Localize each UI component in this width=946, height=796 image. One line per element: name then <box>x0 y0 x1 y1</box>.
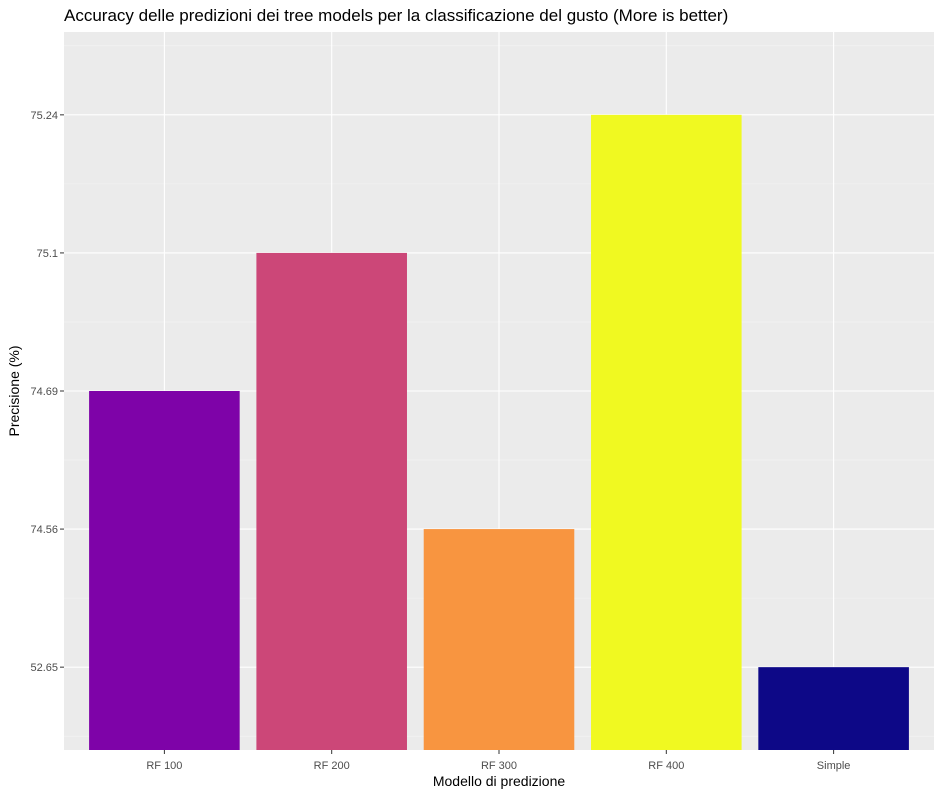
x-tick-label: RF 100 <box>146 760 182 772</box>
y-tick-label: 52.65 <box>30 662 58 674</box>
x-tick-label: RF 200 <box>314 760 350 772</box>
bar-rf-400 <box>591 114 742 751</box>
x-tick-label: RF 300 <box>481 760 517 772</box>
bar-rf-300 <box>423 529 575 750</box>
y-tick-label: 75.1 <box>37 248 58 260</box>
chart-title: Accuracy delle predizioni dei tree model… <box>64 6 729 25</box>
y-tick-label: 74.69 <box>30 386 58 398</box>
bar-rf-200 <box>256 252 407 750</box>
bar-simple <box>758 667 909 750</box>
y-tick-label: 74.56 <box>30 524 58 536</box>
bar-rf-100 <box>89 391 240 750</box>
y-tick-label: 75.24 <box>30 110 58 122</box>
x-tick-label: Simple <box>817 760 851 772</box>
x-tick-label: RF 400 <box>648 760 684 772</box>
x-axis-title: Modello di predizione <box>433 773 566 789</box>
y-axis-title: Precisione (%) <box>6 345 22 436</box>
